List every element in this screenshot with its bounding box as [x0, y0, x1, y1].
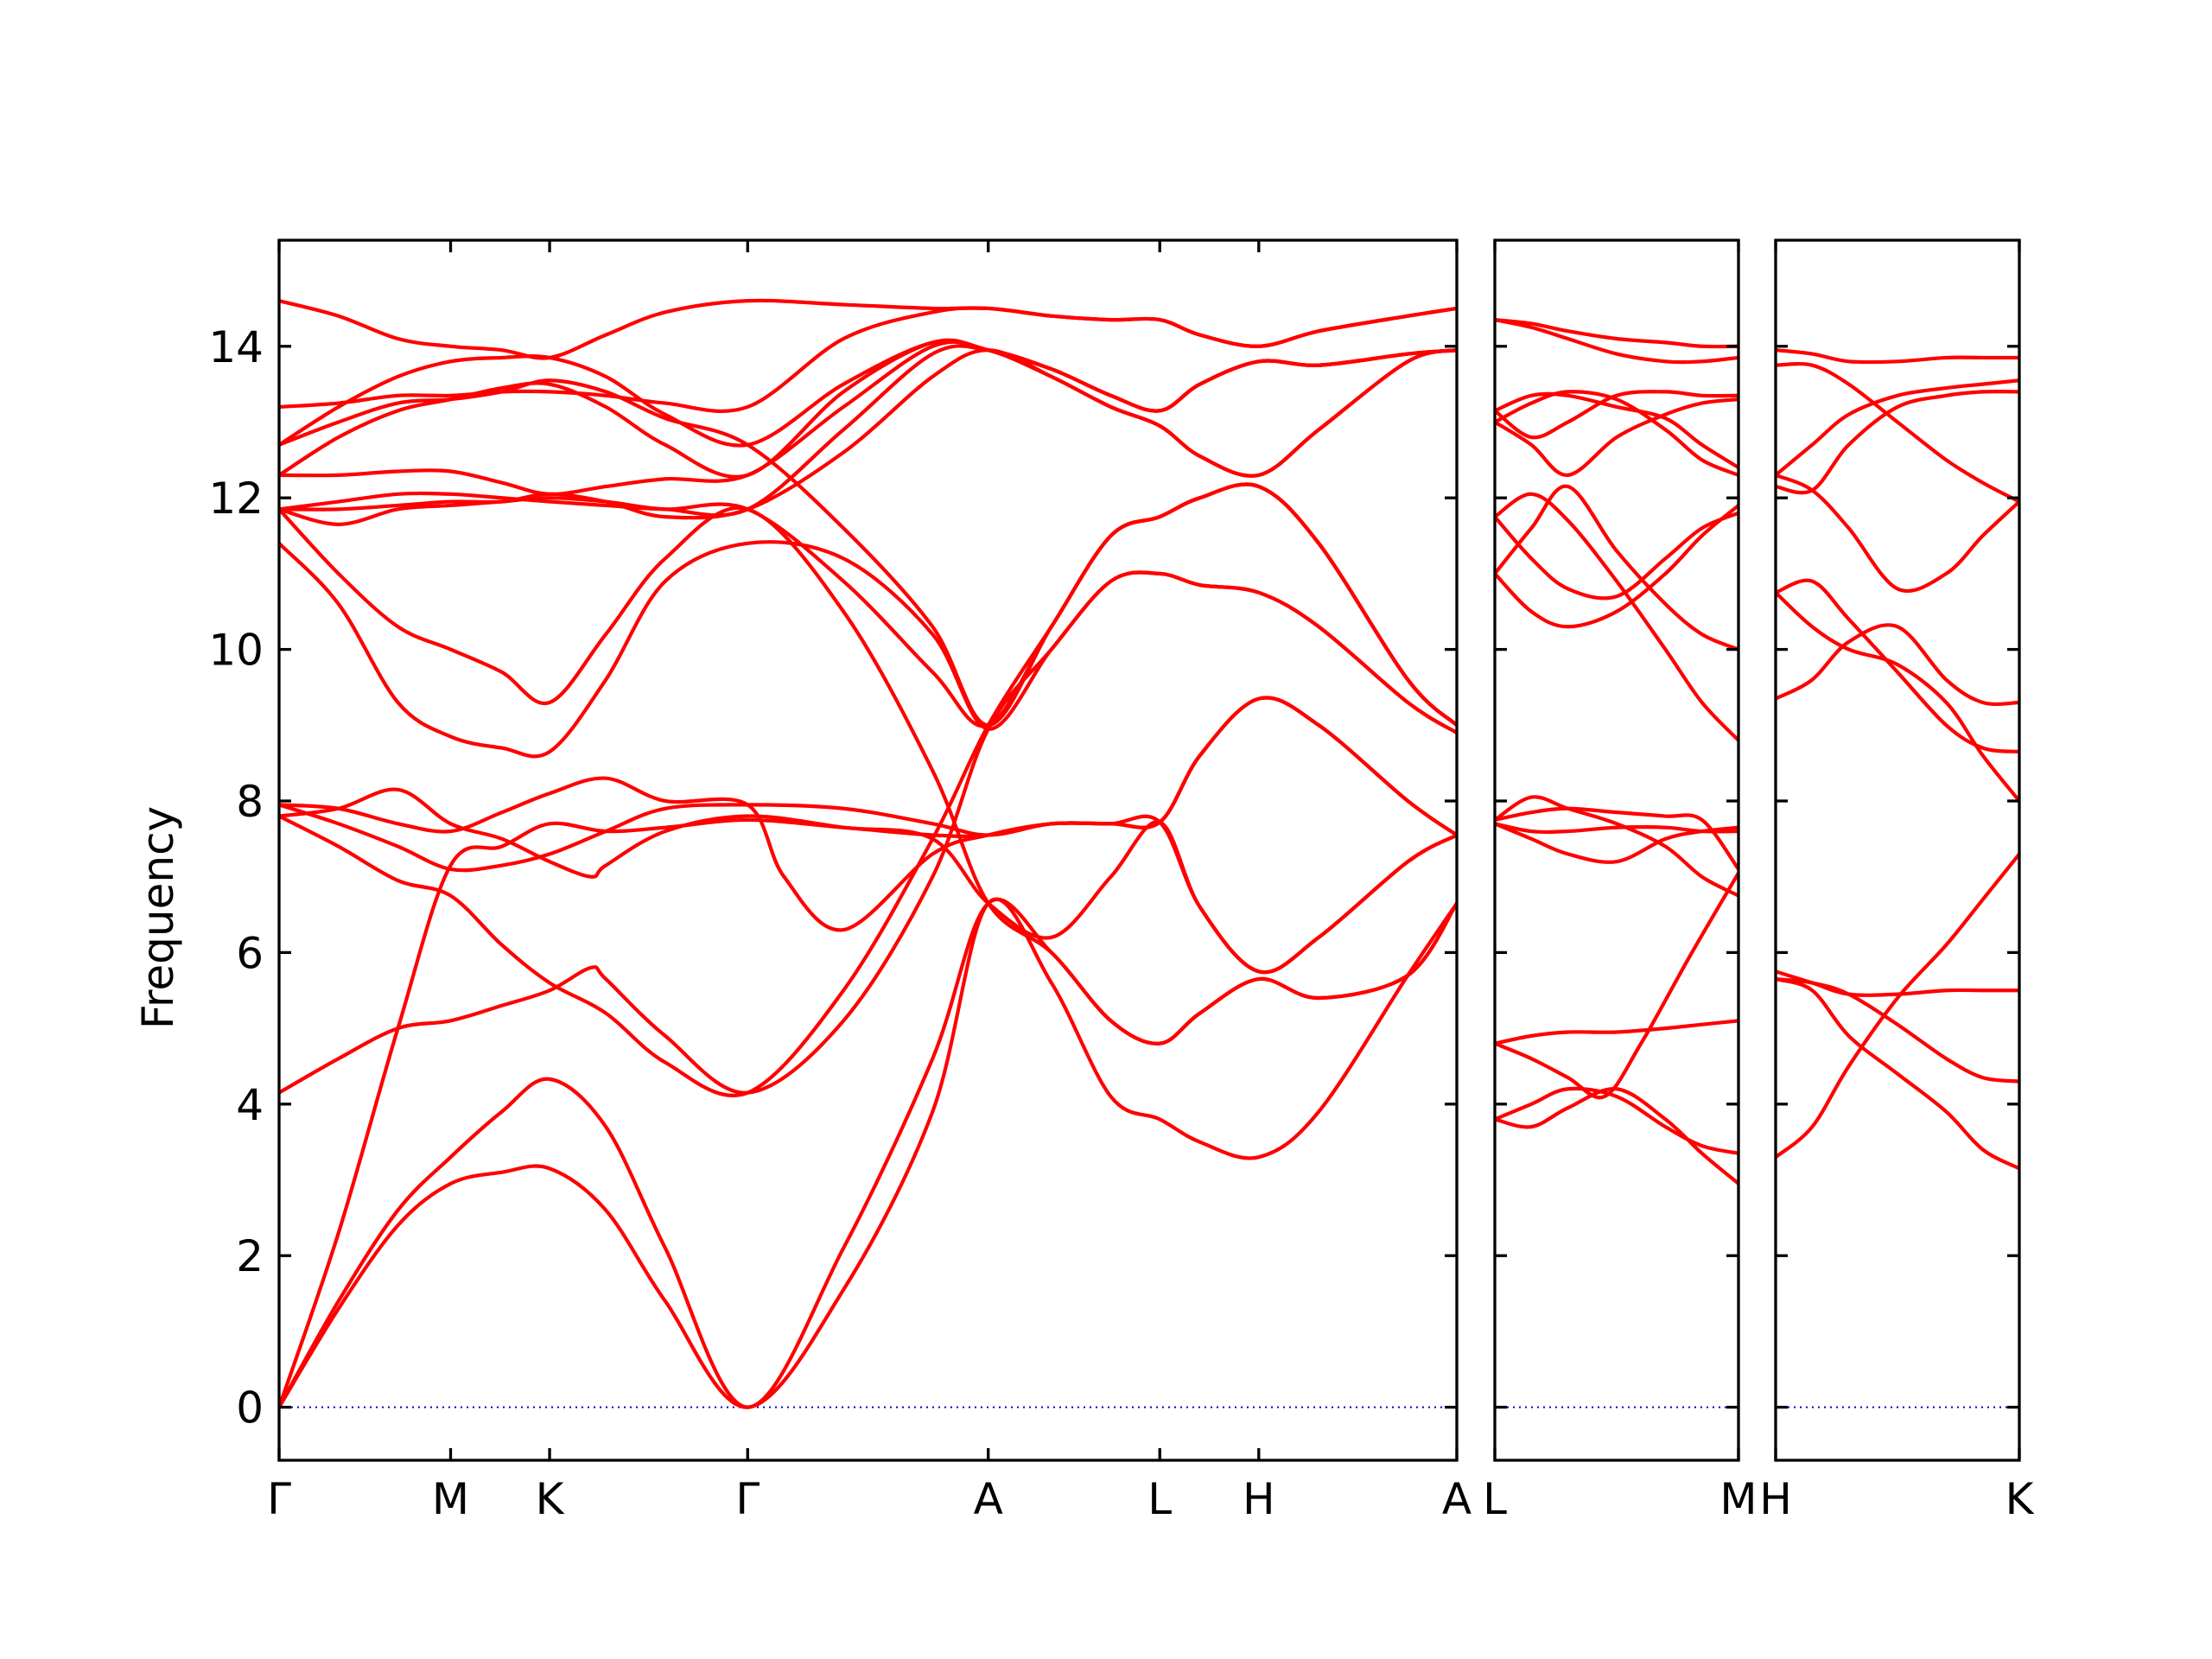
phonon-band-2: [1776, 976, 2019, 1171]
phonon-band-10: [1776, 378, 2019, 477]
x-tick-label: H: [1243, 1474, 1275, 1524]
phonon-band-5: [279, 482, 1457, 1098]
plot-frame: [277, 238, 1459, 1462]
phonon-band-6: [1776, 578, 2019, 754]
phonon-band-5: [1776, 623, 2019, 707]
phonon-band-4: [1495, 1019, 1738, 1046]
phonon-band-17: [1495, 317, 1738, 349]
panel-1: Γ M K Γ A L H A 0 2 4 6 8 10 12 14: [208, 238, 1471, 1524]
phonon-band-18: [279, 298, 1457, 360]
x-tick-label: M: [1719, 1474, 1757, 1524]
x-tick-label: A: [1442, 1474, 1471, 1524]
y-axis-label: Frequency: [133, 806, 183, 1029]
phonon-band-1: [1495, 1087, 1738, 1185]
phonon-band-6: [279, 787, 1457, 975]
phonon-band-14: [1495, 390, 1738, 477]
phonon-band-3: [279, 696, 1457, 1409]
y-tick-label: 6: [236, 928, 264, 978]
phonon-band-4: [1776, 969, 2019, 997]
y-tick-label: 14: [208, 322, 264, 372]
phonon-band-11: [279, 482, 1457, 728]
phonon-band-19: [279, 339, 1457, 448]
phonon-band-11: [1776, 362, 2019, 504]
y-tick-label: 8: [236, 777, 264, 827]
phonon-band-9: [279, 540, 1457, 759]
y-tick-label: 2: [236, 1231, 264, 1281]
x-tick-label: Γ: [267, 1474, 291, 1524]
phonon-band-8: [1495, 806, 1738, 872]
phonon-band-2: [279, 897, 1457, 1409]
band-lines: [1495, 317, 1738, 1185]
phonon-band-12: [1495, 492, 1738, 742]
band-lines: [279, 298, 1457, 1409]
x-tick-label: A: [974, 1474, 1003, 1524]
x-tick-label: Γ: [735, 1474, 760, 1524]
x-tick-label: H: [1759, 1474, 1792, 1524]
y-tick-label: 4: [236, 1080, 264, 1130]
phonon-band-9: [1776, 389, 2019, 495]
phonon-band-10: [279, 505, 1457, 1046]
x-tick-label: K: [2005, 1474, 2035, 1524]
phonon-band-16: [1495, 391, 1738, 470]
y-tick-label: 0: [236, 1383, 264, 1433]
phonon-band-3: [1495, 871, 1738, 1100]
phonon-band-7: [1495, 795, 1738, 898]
phonon-band-10: [1495, 484, 1738, 652]
phonon-band-1: [279, 897, 1457, 1409]
phonon-band-2: [1495, 1086, 1738, 1155]
plot-frame: [1774, 238, 2021, 1462]
phonon-band-13: [1495, 397, 1738, 477]
y-tick-label: 10: [208, 626, 264, 676]
phonon-band-15: [1495, 390, 1738, 440]
phonon-band-9: [1495, 503, 1738, 629]
phonon-band-14: [279, 340, 1457, 496]
y-tick-label: 12: [208, 474, 264, 524]
x-tick-label: L: [1483, 1474, 1507, 1524]
x-tick-label: M: [432, 1474, 469, 1524]
phonon-band-7: [1776, 590, 2019, 804]
phonon-band-8: [1776, 473, 2019, 594]
phonon-band-11: [1495, 511, 1738, 601]
phonon-band-1: [1776, 852, 2019, 1160]
phonon-band-12: [1776, 348, 2019, 365]
phonon-band-18: [1495, 317, 1738, 365]
phonon-band-7: [279, 803, 1457, 975]
x-tick-label: L: [1147, 1474, 1172, 1524]
x-tick-label: K: [536, 1474, 565, 1524]
band-lines: [1776, 348, 2019, 1171]
plot-frame: [1493, 238, 1740, 1462]
phonon-band-8: [279, 696, 1457, 932]
phonon-band-6: [1495, 822, 1738, 864]
